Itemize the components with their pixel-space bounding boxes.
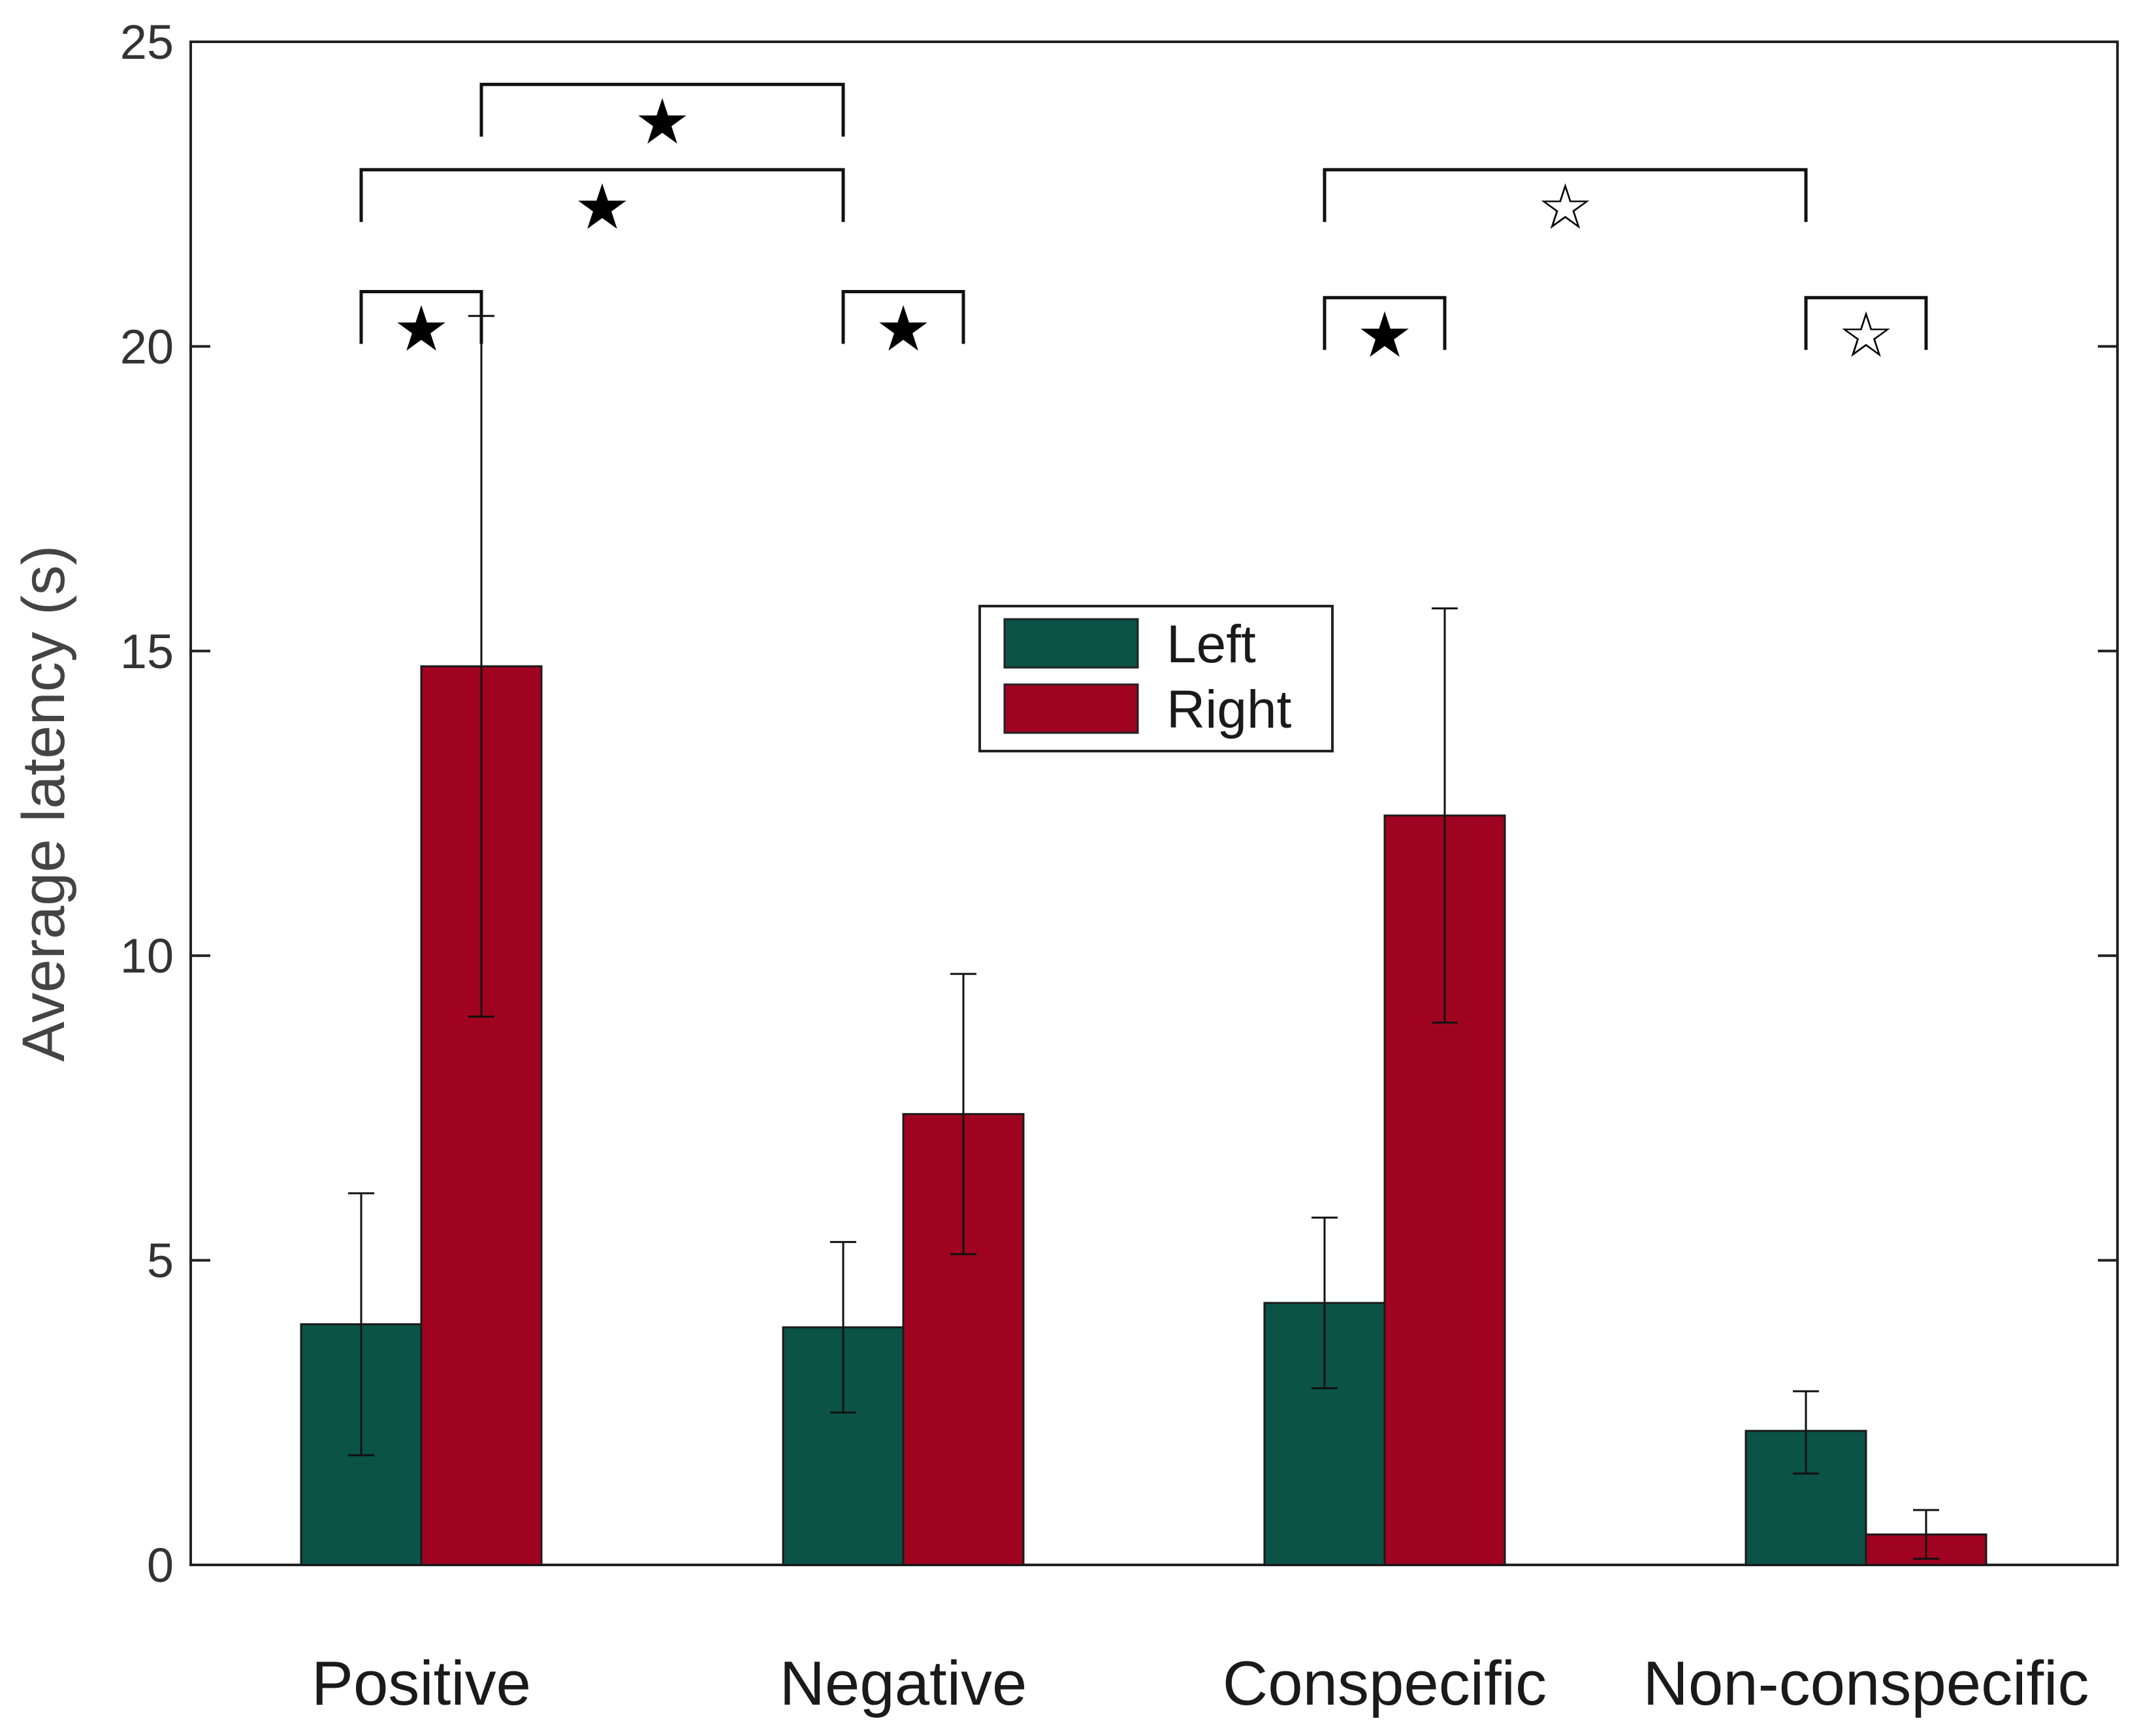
significance-star: ★ bbox=[574, 170, 630, 244]
x-category-label: Negative bbox=[780, 1649, 1027, 1718]
y-tick-label: 25 bbox=[120, 15, 174, 69]
bar-series bbox=[300, 665, 1987, 1566]
x-category-label: Non-conspecific bbox=[1643, 1649, 2089, 1718]
significance-bracket bbox=[359, 168, 845, 222]
plot-frame bbox=[189, 40, 2119, 1566]
legend-swatch-left bbox=[1003, 618, 1139, 669]
significance-bracket bbox=[359, 289, 483, 344]
y-axis-title: Average latency (s) bbox=[10, 545, 77, 1062]
significance-bracket bbox=[1804, 296, 1928, 350]
y-axis-ticks: 0 5 10 15 20 25 bbox=[120, 15, 2117, 1592]
significance-star: ☆ bbox=[1537, 170, 1593, 244]
x-category-label: Positive bbox=[312, 1649, 531, 1718]
y-tick-label: 5 bbox=[147, 1234, 174, 1288]
y-tick-label: 15 bbox=[120, 624, 174, 679]
x-axis-categories: Positive Negative Conspecific Non-conspecif… bbox=[312, 1649, 2089, 1718]
significance-bracket bbox=[1323, 168, 1808, 222]
y-tick-label: 0 bbox=[147, 1538, 174, 1592]
legend-swatch-right bbox=[1003, 683, 1139, 734]
legend-label-left: Left bbox=[1166, 615, 1256, 674]
error-bars bbox=[348, 315, 1939, 1560]
significance-bracket bbox=[479, 82, 845, 137]
significance-star: ★ bbox=[634, 85, 690, 158]
x-category-label: Conspecific bbox=[1223, 1649, 1547, 1718]
y-tick-label: 20 bbox=[120, 319, 174, 374]
significance-bracket bbox=[1323, 296, 1447, 350]
y-tick-label: 10 bbox=[120, 929, 174, 983]
significance-star: ★ bbox=[393, 292, 449, 365]
significance-brackets: ★★★★ ★☆☆ bbox=[359, 82, 1928, 372]
legend: Left Right bbox=[978, 605, 1334, 752]
significance-bracket bbox=[841, 289, 965, 344]
significance-star: ★ bbox=[1357, 298, 1413, 372]
significance-star: ★ bbox=[875, 292, 931, 365]
significance-star: ☆ bbox=[1838, 298, 1894, 372]
legend-label-right: Right bbox=[1166, 680, 1292, 739]
